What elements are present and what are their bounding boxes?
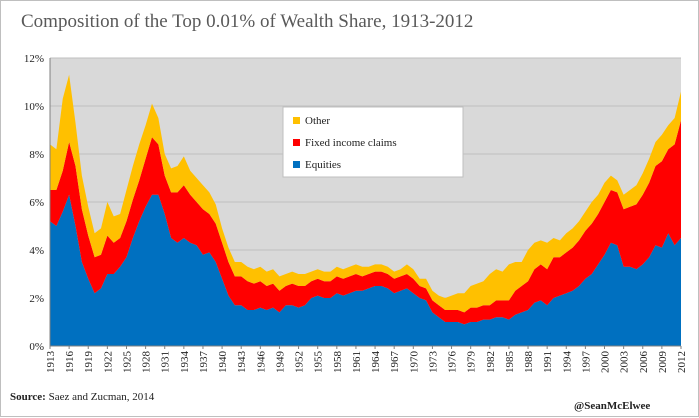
- x-tick-label: 1997: [580, 351, 592, 374]
- x-tick-label: 1922: [102, 351, 114, 373]
- y-axis-tick-labels: 0% 2% 4% 6% 8% 10% 12%: [24, 53, 44, 353]
- x-tick-label: 1961: [351, 351, 363, 373]
- legend-swatch-fixed-income: [293, 139, 300, 146]
- chart-title: Composition of the Top 0.01% of Wealth S…: [21, 11, 474, 32]
- x-tick-label: 2012: [676, 351, 688, 373]
- x-tick-label: 1934: [179, 351, 191, 374]
- source-note: Source: Saez and Zucman, 2014: [10, 391, 154, 403]
- y-tick-label: 10%: [24, 101, 44, 113]
- author-credit: @SeanMcElwee: [574, 400, 651, 412]
- x-tick-label: 1970: [408, 351, 420, 374]
- x-tick-label: 1949: [274, 351, 286, 374]
- x-tick-label: 1988: [523, 351, 535, 374]
- legend: Other Fixed income claims Equities: [282, 106, 464, 178]
- x-tick-label: 2000: [600, 351, 612, 374]
- legend-swatch-other: [293, 117, 300, 124]
- x-tick-label: 1925: [121, 351, 133, 374]
- x-tick-label: 1964: [370, 351, 382, 374]
- legend-box: [282, 106, 464, 178]
- x-tick-label: 2006: [638, 351, 650, 374]
- legend-label-equities: Equities: [305, 159, 341, 171]
- axes: [49, 58, 682, 349]
- x-tick-label: 1946: [255, 351, 267, 374]
- y-tick-label: 12%: [24, 53, 44, 65]
- legend-swatch-equities: [293, 161, 300, 168]
- x-tick-label: 1979: [466, 351, 478, 374]
- x-axis-tick-labels: 1913 1916 1919 1922 1925 1928 1931 1934 1937 1940…: [45, 351, 688, 374]
- legend-label-fixed-income: Fixed income claims: [305, 137, 397, 149]
- x-tick-label: 1952: [294, 351, 306, 373]
- x-tick-label: 1994: [561, 351, 573, 374]
- y-tick-label: 8%: [29, 149, 44, 161]
- source-text: Saez and Zucman, 2014: [48, 391, 155, 403]
- x-tick-label: 1991: [542, 351, 554, 373]
- y-tick-label: 4%: [29, 245, 44, 257]
- x-tick-label: 1982: [485, 351, 497, 373]
- x-tick-label: 1955: [313, 351, 325, 374]
- x-tick-label: 1943: [236, 351, 248, 374]
- x-tick-label: 1940: [217, 351, 229, 374]
- x-tick-label: 1916: [64, 351, 76, 374]
- x-tick-label: 1976: [447, 351, 459, 374]
- legend-label-other: Other: [305, 115, 330, 127]
- y-tick-label: 0%: [29, 341, 44, 353]
- x-tick-label: 1937: [198, 351, 210, 374]
- x-tick-label: 2009: [657, 351, 669, 374]
- x-tick-label: 1958: [332, 351, 344, 374]
- area-fixed-income: [50, 120, 681, 325]
- source-label: Source:: [10, 391, 46, 403]
- area-series-group: [50, 74, 681, 346]
- x-tick-label: 1985: [504, 351, 516, 374]
- y-tick-label: 2%: [29, 293, 44, 305]
- x-tick-label: 1919: [83, 351, 95, 374]
- x-tick-label: 2003: [619, 351, 631, 374]
- x-tick-label: 1967: [389, 351, 401, 374]
- x-tick-label: 1928: [141, 351, 153, 374]
- x-tick-label: 1973: [427, 351, 439, 374]
- y-tick-label: 6%: [29, 197, 44, 209]
- x-tick-label: 1931: [160, 351, 172, 373]
- area-equities: [50, 194, 681, 346]
- x-tick-label: 1913: [45, 351, 57, 374]
